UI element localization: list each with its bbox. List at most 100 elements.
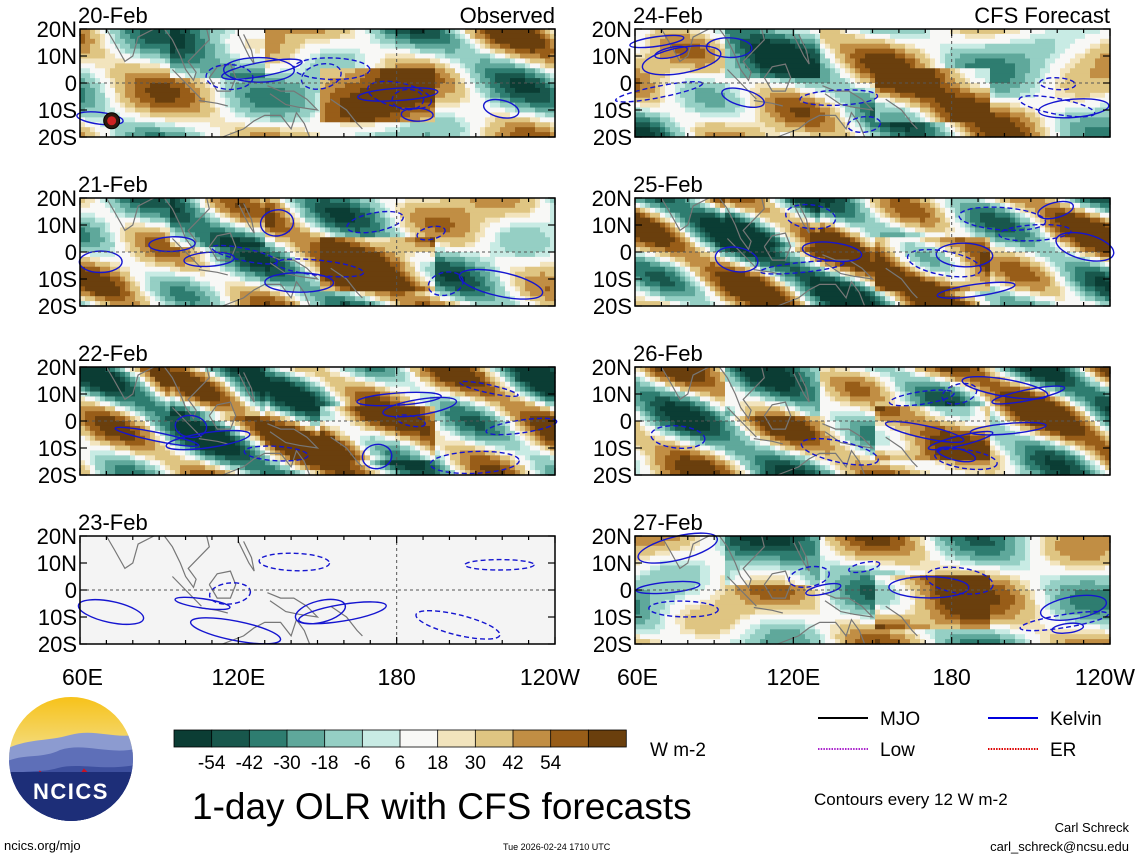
- olr-cell: [120, 88, 126, 94]
- olr-cell: [135, 296, 141, 302]
- olr-cell: [500, 277, 506, 283]
- olr-cell: [150, 88, 156, 94]
- olr-cell: [110, 286, 116, 292]
- olr-cell: [250, 203, 256, 209]
- olr-cell: [335, 223, 341, 229]
- olr-cell: [155, 446, 161, 452]
- olr-cell: [290, 262, 296, 268]
- olr-cell: [535, 63, 541, 69]
- olr-cell: [145, 277, 151, 283]
- olr-cell: [95, 460, 101, 466]
- olr-cell: [185, 122, 191, 128]
- olr-cell: [410, 218, 416, 224]
- olr-cell: [105, 401, 111, 407]
- olr-cell: [445, 44, 451, 50]
- olr-cell: [130, 203, 136, 209]
- olr-cell: [150, 377, 156, 383]
- olr-cell: [485, 49, 491, 55]
- olr-cell: [255, 227, 261, 233]
- olr-cell: [140, 54, 146, 60]
- olr-cell: [170, 227, 176, 233]
- olr-cell: [145, 406, 151, 412]
- olr-cell: [285, 203, 291, 209]
- olr-cell: [105, 227, 111, 233]
- olr-cell: [230, 203, 236, 209]
- olr-cell: [540, 232, 546, 238]
- olr-cell: [470, 98, 476, 104]
- olr-cell: [485, 242, 491, 248]
- olr-cell: [150, 387, 156, 393]
- olr-cell: [495, 127, 501, 133]
- olr-cell: [155, 112, 161, 118]
- olr-cell: [540, 198, 546, 204]
- olr-cell: [530, 252, 536, 258]
- olr-cell: [160, 73, 166, 79]
- olr-cell: [285, 98, 291, 104]
- olr-cell: [210, 198, 216, 204]
- olr-cell: [380, 54, 386, 60]
- olr-cell: [150, 242, 156, 248]
- panel-21-feb: 21-Feb20N10N010S20S: [37, 172, 556, 319]
- olr-cell: [280, 227, 286, 233]
- olr-cell: [400, 237, 406, 243]
- olr-cell: [145, 34, 151, 40]
- olr-cell: [475, 213, 481, 219]
- olr-cell: [100, 83, 106, 89]
- olr-cell: [480, 122, 486, 128]
- olr-cell: [375, 242, 381, 248]
- olr-cell: [410, 127, 416, 133]
- olr-cell: [325, 242, 331, 248]
- olr-cell: [125, 112, 131, 118]
- olr-cell: [455, 49, 461, 55]
- olr-cell: [475, 242, 481, 248]
- olr-cell: [105, 39, 111, 45]
- olr-cell: [200, 49, 206, 55]
- olr-cell: [345, 44, 351, 50]
- olr-cell: [285, 54, 291, 60]
- olr-cell: [470, 208, 476, 214]
- olr-cell: [365, 44, 371, 50]
- olr-cell: [260, 127, 266, 133]
- olr-cell: [100, 257, 106, 263]
- olr-cell: [185, 112, 191, 118]
- olr-cell: [545, 252, 551, 258]
- olr-cell: [495, 29, 501, 35]
- olr-cell: [95, 257, 101, 263]
- olr-cell: [485, 257, 491, 263]
- olr-cell: [450, 73, 456, 79]
- olr-cell: [135, 122, 141, 128]
- olr-cell: [415, 281, 421, 287]
- olr-cell: [265, 257, 271, 263]
- olr-cell: [370, 73, 376, 79]
- olr-cell: [80, 377, 86, 383]
- olr-cell: [135, 237, 141, 243]
- olr-cell: [460, 252, 466, 258]
- olr-cell: [285, 34, 291, 40]
- olr-cell: [215, 286, 221, 292]
- olr-cell: [470, 272, 476, 278]
- olr-cell: [170, 401, 176, 407]
- olr-cell: [385, 281, 391, 287]
- olr-cell: [485, 44, 491, 50]
- olr-cell: [265, 203, 271, 209]
- olr-cell: [235, 252, 241, 258]
- olr-cell: [240, 122, 246, 128]
- olr-cell: [355, 277, 361, 283]
- olr-cell: [445, 277, 451, 283]
- olr-cell: [335, 232, 341, 238]
- olr-cell: [510, 286, 516, 292]
- olr-cell: [545, 29, 551, 35]
- olr-cell: [295, 39, 301, 45]
- olr-cell: [240, 277, 246, 283]
- olr-cell: [205, 112, 211, 118]
- olr-cell: [225, 83, 231, 89]
- olr-cell: [415, 117, 421, 123]
- olr-cell: [535, 112, 541, 118]
- olr-cell: [530, 208, 536, 214]
- olr-cell: [200, 286, 206, 292]
- olr-cell: [175, 372, 181, 378]
- olr-cell: [330, 108, 336, 114]
- olr-cell: [235, 272, 241, 278]
- olr-cell: [505, 58, 511, 64]
- olr-cell: [240, 262, 246, 268]
